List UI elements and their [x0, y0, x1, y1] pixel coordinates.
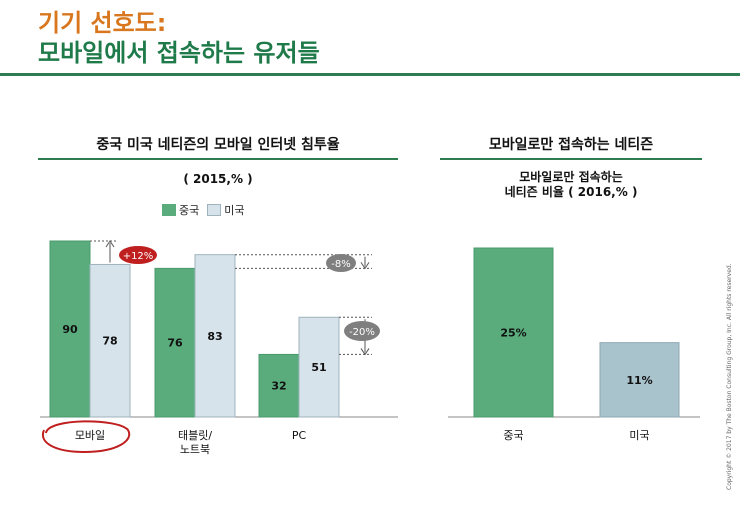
bar-value-label: 90 [62, 323, 78, 336]
legend-item-china: 중국 [162, 202, 199, 218]
highlight-circle [41, 420, 131, 454]
right-panel-rule [440, 158, 702, 160]
title-line-1: 기기 선호도: [38, 9, 167, 37]
right-panel-subtitle: 모바일로만 접속하는 네티즌 비율 ( 2016,% ) [440, 170, 702, 200]
title-line-2: 모바일에서 접속하는 유저들 [38, 39, 320, 67]
annotation-badge [344, 321, 380, 341]
right-category-label: 미국 [629, 429, 649, 442]
right-bar-value-label: 25% [500, 327, 526, 340]
bar-usa-1 [194, 254, 236, 418]
legend-label-china: 중국 [179, 204, 200, 217]
bar-china-0 [49, 240, 91, 418]
annotation-label: -8% [331, 259, 350, 270]
page-title: 기기 선호도: 모바일에서 접속하는 유저들 [38, 8, 320, 68]
bar-value-label: 76 [167, 337, 183, 350]
legend-swatch-usa [207, 204, 222, 216]
annotation-arrow-head [360, 348, 370, 356]
right-bar-value-label: 11% [626, 374, 652, 387]
category-label: 태블릿/ [178, 429, 212, 442]
right-subtitle-line-2: 네티즌 비율 ( 2016,% ) [504, 185, 638, 199]
copyright-text: Copyright © 2017 by The Boston Consultin… [726, 263, 733, 490]
left-panel-rule [38, 158, 398, 160]
annotation-label: +12% [123, 251, 154, 262]
bar-value-label: 78 [102, 335, 117, 348]
chart-legend: 중국 미국 [162, 202, 253, 218]
left-panel-subtitle: ( 2015,% ) [183, 172, 253, 186]
bar-value-label: 32 [271, 380, 286, 393]
right-subtitle-line-1: 모바일로만 접속하는 [519, 170, 623, 184]
annotation-badge [326, 254, 356, 272]
right-category-label: 중국 [503, 429, 523, 442]
title-divider [0, 73, 740, 76]
legend-swatch-china [162, 204, 176, 216]
bar-value-label: 83 [207, 330, 222, 343]
right-bar-0 [473, 247, 554, 418]
bar-china-2 [258, 353, 300, 418]
category-label: 노트북 [180, 443, 210, 456]
legend-label-usa: 미국 [224, 204, 245, 217]
right-bar-1 [599, 342, 680, 418]
annotation-label: -20% [349, 327, 375, 338]
annotation-arrow-head [105, 240, 115, 248]
left-panel-heading: 중국 미국 네티즌의 모바일 인터넷 침투율 [96, 137, 340, 153]
annotation-badge [119, 246, 157, 264]
category-label: 모바일 [75, 428, 105, 442]
bar-value-label: 51 [311, 361, 326, 374]
right-panel-heading: 모바일로만 접속하는 네티즌 [488, 137, 654, 153]
legend-item-usa: 미국 [207, 202, 245, 218]
annotation-arrow-head [360, 262, 370, 270]
bar-usa-2 [298, 316, 340, 418]
bar-usa-0 [89, 263, 131, 418]
category-label: PC [292, 429, 307, 442]
